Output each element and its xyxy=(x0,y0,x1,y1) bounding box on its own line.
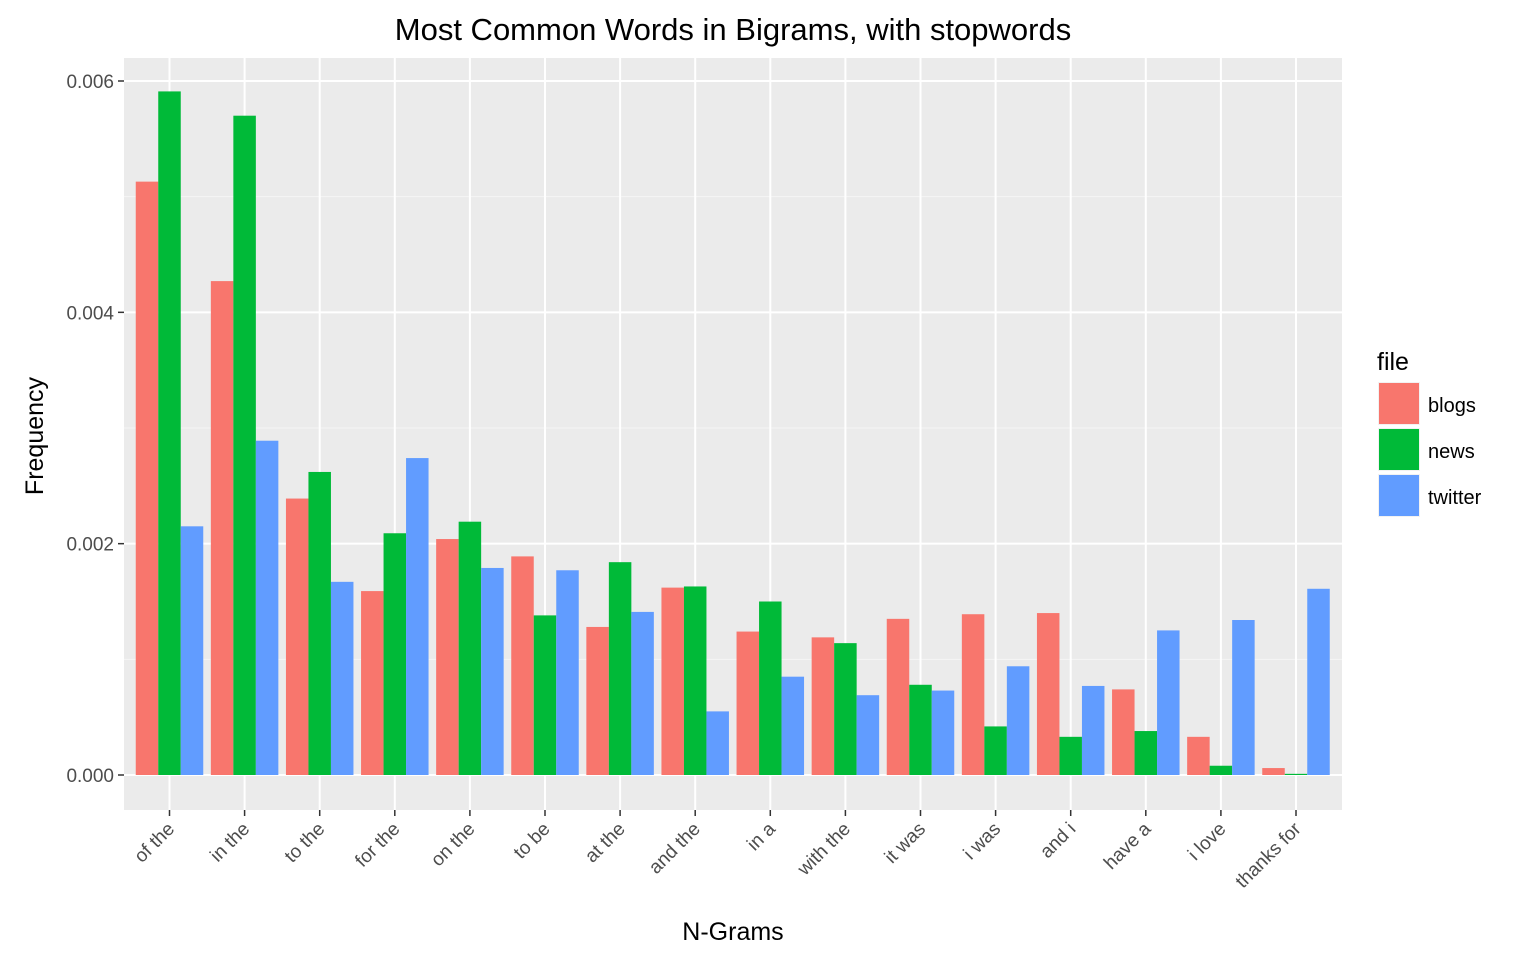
bar-blogs-in-the xyxy=(210,281,234,775)
bar-news-i-love xyxy=(1209,765,1233,775)
x-tick-label: for the xyxy=(351,819,404,872)
chart-title: Most Common Words in Bigrams, with stopw… xyxy=(395,12,1071,47)
bar-twitter-have-a xyxy=(1157,630,1180,775)
bar-news-in-the xyxy=(233,115,256,775)
x-tick-label: i love xyxy=(1184,819,1230,865)
x-axis-title: N-Grams xyxy=(682,918,783,946)
bar-blogs-have-a xyxy=(1112,689,1135,775)
bar-news-i-was xyxy=(984,726,1007,775)
x-tick-label: on the xyxy=(427,819,479,871)
bar-news-to-be xyxy=(533,615,557,775)
bar-news-and-i xyxy=(1059,736,1082,775)
y-tick-label: 0.002 xyxy=(66,535,114,556)
bar-blogs-of-the xyxy=(135,181,159,775)
bar-blogs-at-the xyxy=(586,626,609,775)
series-twitter xyxy=(180,440,1330,775)
legend-key-twitter xyxy=(1379,475,1419,516)
x-tick-label: and the xyxy=(645,819,705,879)
legend-label-blogs: blogs xyxy=(1428,395,1476,417)
bar-twitter-to-the xyxy=(330,581,354,775)
bar-news-with-the xyxy=(834,643,857,775)
bar-blogs-in-a xyxy=(736,631,760,775)
legend-label-twitter: twitter xyxy=(1428,487,1482,509)
bar-twitter-to-be xyxy=(556,570,579,775)
bar-news-of-the xyxy=(158,91,181,775)
bar-news-have-a xyxy=(1134,731,1158,775)
bar-blogs-i-was xyxy=(961,614,985,775)
bar-blogs-i-love xyxy=(1187,736,1210,775)
x-tick-label: in a xyxy=(743,818,780,855)
bar-news-at-the xyxy=(608,562,632,775)
bar-twitter-it-was xyxy=(931,690,955,775)
legend-key-blogs xyxy=(1379,383,1419,424)
x-tick-label: of the xyxy=(131,819,179,867)
bar-news-thanks-for xyxy=(1284,773,1308,775)
bar-blogs-it-was xyxy=(886,618,910,775)
x-tick-label: at the xyxy=(581,819,629,867)
legend-label-news: news xyxy=(1428,441,1475,463)
bar-twitter-i-love xyxy=(1232,620,1255,775)
bars-group xyxy=(135,91,1330,775)
bar-twitter-for-the xyxy=(406,458,429,775)
x-tick-label: i was xyxy=(960,819,1005,864)
series-blogs xyxy=(135,181,1285,775)
bar-blogs-to-the xyxy=(285,498,309,775)
bar-twitter-and-the xyxy=(706,711,729,775)
bar-twitter-at-the xyxy=(631,611,654,775)
bar-twitter-in-a xyxy=(781,676,805,775)
legend-key-news xyxy=(1379,429,1419,470)
bar-blogs-on-the xyxy=(436,539,459,775)
bar-news-for-the xyxy=(383,533,407,775)
bar-news-to-the xyxy=(308,471,331,775)
bar-twitter-on-the xyxy=(481,567,504,775)
y-tick-label: 0.000 xyxy=(66,766,114,787)
y-axis-title: Frequency xyxy=(21,376,49,495)
y-tick-label: 0.004 xyxy=(66,303,114,324)
legend: file blogs news twitter xyxy=(1377,348,1482,517)
bar-twitter-thanks-for xyxy=(1307,588,1330,775)
bar-news-in-a xyxy=(759,601,782,775)
x-tick-label: and i xyxy=(1036,819,1080,863)
x-tick-label: with the xyxy=(793,819,855,881)
series-news xyxy=(158,91,1308,775)
x-tick-label: in the xyxy=(206,819,254,867)
bar-blogs-and-the xyxy=(661,587,684,775)
bar-news-it-was xyxy=(909,684,932,775)
y-tick-label: 0.006 xyxy=(66,72,114,93)
bar-blogs-to-be xyxy=(511,556,534,775)
x-tick-label: to be xyxy=(510,819,555,864)
bar-news-and-the xyxy=(683,586,707,775)
bar-blogs-for-the xyxy=(361,591,384,775)
bar-blogs-and-i xyxy=(1036,613,1060,775)
x-tick-label: it was xyxy=(881,819,930,868)
x-tick-label: have a xyxy=(1100,818,1155,873)
bar-twitter-of-the xyxy=(180,526,204,775)
x-tick-label: to the xyxy=(281,819,329,867)
bar-twitter-in-the xyxy=(255,440,279,775)
x-tick-label: thanks for xyxy=(1232,818,1306,892)
bar-blogs-with-the xyxy=(811,637,835,775)
bar-twitter-i-was xyxy=(1006,666,1030,775)
bar-twitter-with-the xyxy=(856,695,880,775)
legend-title: file xyxy=(1377,348,1409,376)
bar-twitter-and-i xyxy=(1081,685,1105,775)
bar-blogs-thanks-for xyxy=(1262,768,1285,775)
bar-news-on-the xyxy=(458,521,482,775)
